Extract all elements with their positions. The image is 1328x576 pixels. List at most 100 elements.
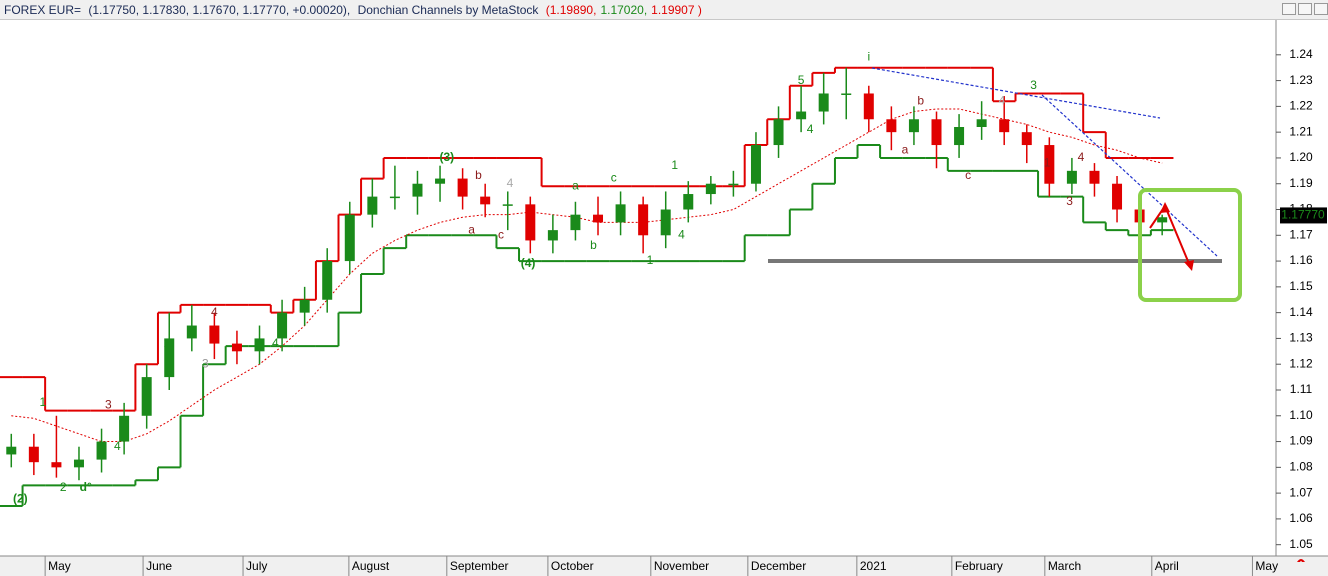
candle-body	[164, 338, 175, 378]
candle-body	[412, 183, 423, 197]
x-tick-label: March	[1048, 559, 1081, 573]
candle-body	[299, 299, 310, 313]
wave-label: 1	[40, 395, 47, 409]
candle-body	[277, 312, 288, 339]
candle-body	[96, 441, 107, 460]
wave-label: 3	[1066, 194, 1073, 208]
y-tick-label: 1.11	[1290, 382, 1313, 396]
wave-label: (2)	[13, 492, 28, 506]
quote: (1.17750, 1.17830, 1.17670, 1.17770, +0.…	[88, 3, 351, 17]
y-tick-label: 1.15	[1289, 279, 1313, 293]
y-tick-label: 1.14	[1289, 305, 1313, 319]
x-tick-label: May	[48, 559, 71, 573]
candle-body	[908, 119, 919, 133]
wave-label: 3	[202, 356, 209, 370]
wave-label: 4	[1078, 150, 1085, 164]
wave-label: a	[572, 178, 579, 192]
wave-label: 4	[114, 439, 121, 453]
indicator-name: Donchian Channels by MetaStock	[357, 3, 539, 17]
x-tick-label: July	[246, 559, 267, 573]
y-tick-label: 1.23	[1289, 73, 1313, 87]
y-tick-label: 1.10	[1289, 408, 1313, 422]
maximize-button[interactable]	[1298, 3, 1312, 15]
wave-label: b	[475, 168, 482, 182]
candle-body	[1044, 145, 1055, 184]
price-axis-bg	[1276, 20, 1328, 556]
drawings	[768, 67, 1305, 562]
y-tick-label: 1.13	[1289, 331, 1313, 345]
wave-label: c	[498, 227, 504, 241]
x-tick-label: May	[1255, 559, 1278, 573]
candle-body	[1112, 183, 1123, 210]
wave-label: 1	[647, 253, 654, 267]
y-tick-label: 1.22	[1289, 99, 1313, 113]
x-tick-label: December	[751, 559, 806, 573]
candle-body	[73, 459, 84, 468]
wave-label: a	[902, 142, 909, 156]
candle-body	[141, 377, 152, 416]
candle-body	[886, 119, 897, 133]
wave-label: 4	[272, 336, 279, 350]
plot-area: (2) 1 2 d° 3 4 x 3 4 4 (3) b 4 a c (4) a b c 1 1 4 5 4 i a b c 4 3 1 4 3	[0, 50, 1174, 508]
wave-label: 4	[807, 122, 814, 136]
x-tick-label: April	[1155, 559, 1179, 573]
y-tick-label: 1.07	[1289, 485, 1313, 499]
y-tick-label: 1.16	[1289, 253, 1313, 267]
indicator-value: 1.19907 )	[651, 3, 702, 17]
candle-body	[593, 214, 604, 223]
x-tick-label: August	[352, 559, 390, 573]
candle-body	[638, 204, 649, 236]
minimize-button[interactable]	[1282, 3, 1296, 15]
wave-label: b	[590, 238, 597, 252]
last-price-label: 1.17770	[1281, 208, 1325, 222]
candle-body	[457, 178, 468, 197]
chart: (2) 1 2 d° 3 4 x 3 4 4 (3) b 4 a c (4) a b c 1 1 4 5 4 i a b c 4 3 1 4 3…	[0, 20, 1328, 576]
wave-label: a	[468, 222, 475, 236]
y-tick-label: 1.12	[1289, 356, 1313, 370]
symbol: FOREX EUR=	[4, 3, 82, 17]
trend-line	[871, 67, 1161, 119]
mid-line	[11, 108, 1163, 443]
highlight-box	[1138, 188, 1242, 302]
wave-label: c	[965, 168, 971, 182]
wave-label: d°	[80, 480, 92, 494]
close-button[interactable]	[1314, 3, 1328, 15]
y-tick-label: 1.19	[1289, 176, 1313, 190]
wave-label: i	[867, 50, 870, 64]
chart-header: FOREX EUR= (1.17750, 1.17830, 1.17670, 1…	[0, 0, 1328, 20]
x-tick-label: September	[450, 559, 509, 573]
candle-body	[863, 93, 874, 120]
candle-body	[344, 214, 355, 262]
indicator-value: 1.17020,	[600, 3, 648, 17]
y-tick-label: 1.17	[1289, 227, 1313, 241]
candle-body	[728, 183, 739, 186]
candle-body	[547, 230, 558, 241]
wave-label: 3	[105, 398, 112, 412]
last-price-tag	[1280, 207, 1327, 224]
wave-label: 1	[1044, 155, 1051, 169]
wave-label: (3)	[439, 150, 454, 164]
wave-label: 4	[678, 227, 685, 241]
candle-body	[841, 93, 852, 95]
candle-body	[931, 119, 942, 146]
arrow-head	[1160, 202, 1170, 213]
projection-arrow	[1149, 203, 1191, 267]
wave-label: 3	[1030, 78, 1037, 92]
candle-body	[322, 261, 333, 300]
candle-body	[750, 145, 761, 184]
candle-body	[683, 194, 694, 210]
wave-label: 1	[671, 158, 678, 172]
x-tick-label: June	[146, 559, 172, 573]
x-tick-label: February	[955, 559, 1003, 573]
wave-label: 4	[999, 93, 1006, 107]
candle-body	[615, 204, 626, 223]
candle-body	[570, 214, 581, 231]
indicator-value: (1.19890,	[545, 3, 597, 17]
candle-body	[773, 119, 784, 146]
wave-label: 5	[798, 73, 805, 87]
y-tick-label: 1.05	[1289, 537, 1313, 551]
candle-body	[51, 462, 62, 468]
x-tick-label: October	[551, 559, 594, 573]
candle-body	[954, 127, 965, 146]
